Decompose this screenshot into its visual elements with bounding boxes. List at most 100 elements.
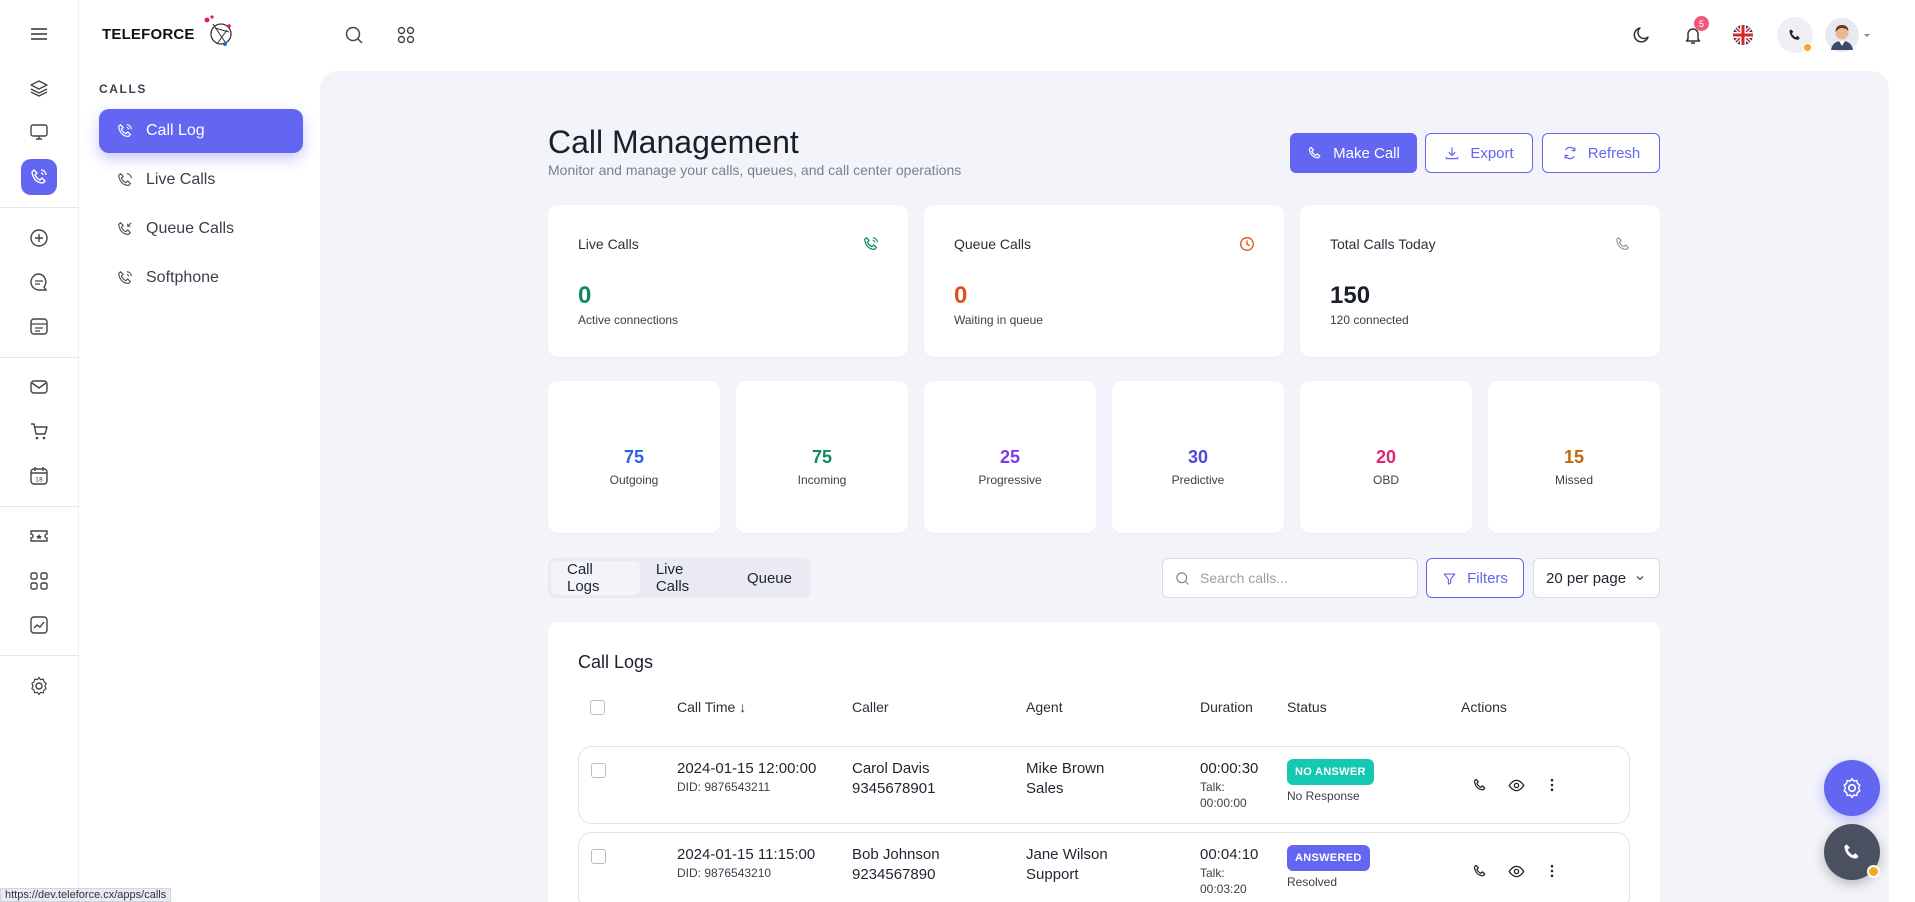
stat-value: 0 (578, 282, 592, 309)
mini-stat-value: 15 (1563, 447, 1585, 467)
mini-stat-missed: 15 Missed (1488, 381, 1660, 533)
sidebar-item-queue-calls[interactable]: Queue Calls (99, 207, 303, 251)
per-page-select[interactable]: 20 per page (1533, 558, 1660, 598)
layers-icon[interactable] (21, 70, 57, 106)
stat-title: Queue Calls (954, 236, 1032, 252)
mail-icon[interactable] (21, 369, 57, 405)
stat-card-queue-calls: Queue Calls 0 Waiting in queue (924, 205, 1284, 357)
select-all-checkbox[interactable] (590, 700, 605, 715)
eye-icon[interactable] (1506, 775, 1526, 795)
bell-icon[interactable]: 5 (1677, 16, 1709, 51)
cart-icon[interactable] (21, 413, 57, 449)
stat-title: Total Calls Today (1330, 236, 1436, 252)
agent-cell: Jane Wilson Support (1026, 845, 1108, 885)
call-time-cell: 2024-01-15 12:00:00 DID: 9876543211 (677, 759, 816, 795)
softphone-status-icon[interactable] (1777, 17, 1813, 53)
caller-cell: Carol Davis 9345678901 (852, 759, 935, 799)
plus-circle-icon[interactable] (21, 220, 57, 256)
sidebar-item-softphone[interactable]: Softphone (99, 256, 303, 300)
table-row[interactable]: 2024-01-15 11:15:00 DID: 9876543210 Bob … (578, 832, 1630, 902)
moon-icon[interactable] (1626, 19, 1658, 51)
teleforce-logo[interactable]: TELEFORCE (102, 14, 237, 54)
mini-stat-label: Progressive (978, 473, 1042, 487)
monitor-icon[interactable] (21, 114, 57, 150)
column-header-actions: Actions (1461, 699, 1507, 715)
did: DID: 9876543210 (677, 866, 772, 880)
mini-stat-label: OBD (1372, 473, 1399, 487)
sidebar-item-call-log[interactable]: Call Log (99, 109, 303, 153)
filters-button[interactable]: Filters (1426, 558, 1524, 598)
caller-number: 9345678901 (852, 780, 936, 797)
export-label: Export (1470, 144, 1514, 162)
phone-icon (1844, 844, 1859, 859)
search-icon[interactable] (338, 19, 370, 51)
table-row[interactable]: 2024-01-15 12:00:00 DID: 9876543211 Caro… (578, 746, 1630, 824)
search-input[interactable] (1200, 570, 1400, 586)
settings-icon[interactable] (21, 668, 57, 704)
caller-name: Carol Davis (852, 760, 930, 777)
make-call-button[interactable]: Make Call (1290, 133, 1417, 173)
did: DID: 9876543211 (677, 780, 771, 794)
status-dot (1803, 43, 1812, 52)
stat-card-live-calls: Live Calls 0 Active connections (548, 205, 908, 357)
rail-divider (0, 655, 79, 656)
mini-stat-label: Incoming (797, 473, 847, 487)
phone-queue-icon (118, 222, 132, 235)
tab-queue[interactable]: Queue (746, 569, 792, 587)
make-call-label: Make Call (1333, 144, 1400, 162)
stat-value: 150 (1330, 282, 1371, 309)
row-checkbox[interactable] (591, 763, 606, 778)
calendar-board-icon[interactable] (21, 308, 57, 344)
apps-icon[interactable] (390, 19, 422, 51)
settings-icon (1843, 777, 1861, 799)
page-title: Call Management (548, 124, 799, 160)
menu-icon[interactable] (21, 16, 57, 52)
sidebar-item-label: Live Calls (146, 171, 216, 188)
settings-fab[interactable] (1824, 760, 1880, 816)
eye-icon[interactable] (1506, 861, 1526, 881)
mini-stat-obd: 20 OBD (1300, 381, 1472, 533)
more-vertical-icon[interactable] (1542, 861, 1562, 881)
ticket-icon[interactable] (21, 518, 57, 554)
duration: 00:00:30 (1200, 760, 1259, 777)
chat-icon[interactable] (21, 264, 57, 300)
avatar[interactable] (1824, 17, 1860, 53)
svg-text:18: 18 (35, 477, 43, 484)
mini-stat-value: 30 (1187, 447, 1209, 467)
phone-icon[interactable] (21, 159, 57, 195)
softphone-fab[interactable] (1824, 824, 1880, 880)
sidebar-item-live-calls[interactable]: Live Calls (99, 158, 303, 202)
talk-time: 00:03:20 (1200, 882, 1247, 896)
status-badge: ANSWERED (1287, 845, 1370, 871)
column-header-caller: Caller (852, 699, 889, 715)
mini-stat-label: Outgoing (609, 473, 659, 487)
tab-call-logs[interactable]: Call Logs (551, 561, 640, 595)
phone-call-icon (864, 237, 878, 251)
more-vertical-icon[interactable] (1542, 775, 1562, 795)
uk-flag-icon[interactable] (1727, 19, 1759, 51)
logo-text: TELEFORCE (102, 25, 195, 43)
refresh-icon (1564, 146, 1576, 160)
export-button[interactable]: Export (1425, 133, 1533, 173)
tab-live-calls[interactable]: Live Calls (655, 561, 690, 595)
calendar-icon[interactable]: 18 (21, 458, 57, 494)
chevron-down-icon[interactable] (1860, 19, 1874, 51)
refresh-button[interactable]: Refresh (1542, 133, 1660, 173)
search-box[interactable] (1162, 558, 1418, 598)
tab-list: Call Logs Live Calls Queue (548, 558, 811, 598)
logo-mark-icon (204, 15, 232, 46)
status-cell: NO ANSWER No Response (1287, 759, 1374, 804)
sidebar-item-label: Queue Calls (146, 220, 235, 237)
phone-icon (1308, 146, 1321, 159)
chart-icon[interactable] (21, 607, 57, 643)
table-title: Call Logs (578, 652, 654, 672)
status-badge: NO ANSWER (1287, 759, 1374, 785)
apps-grid-icon[interactable] (21, 563, 57, 599)
agent-name: Jane Wilson (1026, 846, 1108, 863)
call-icon[interactable] (1470, 775, 1490, 795)
column-header-call-time[interactable]: Call Time ↓ (677, 699, 747, 715)
call-icon[interactable] (1470, 861, 1490, 881)
agent-team: Support (1026, 866, 1079, 883)
search-icon (1176, 571, 1189, 585)
row-checkbox[interactable] (591, 849, 606, 864)
